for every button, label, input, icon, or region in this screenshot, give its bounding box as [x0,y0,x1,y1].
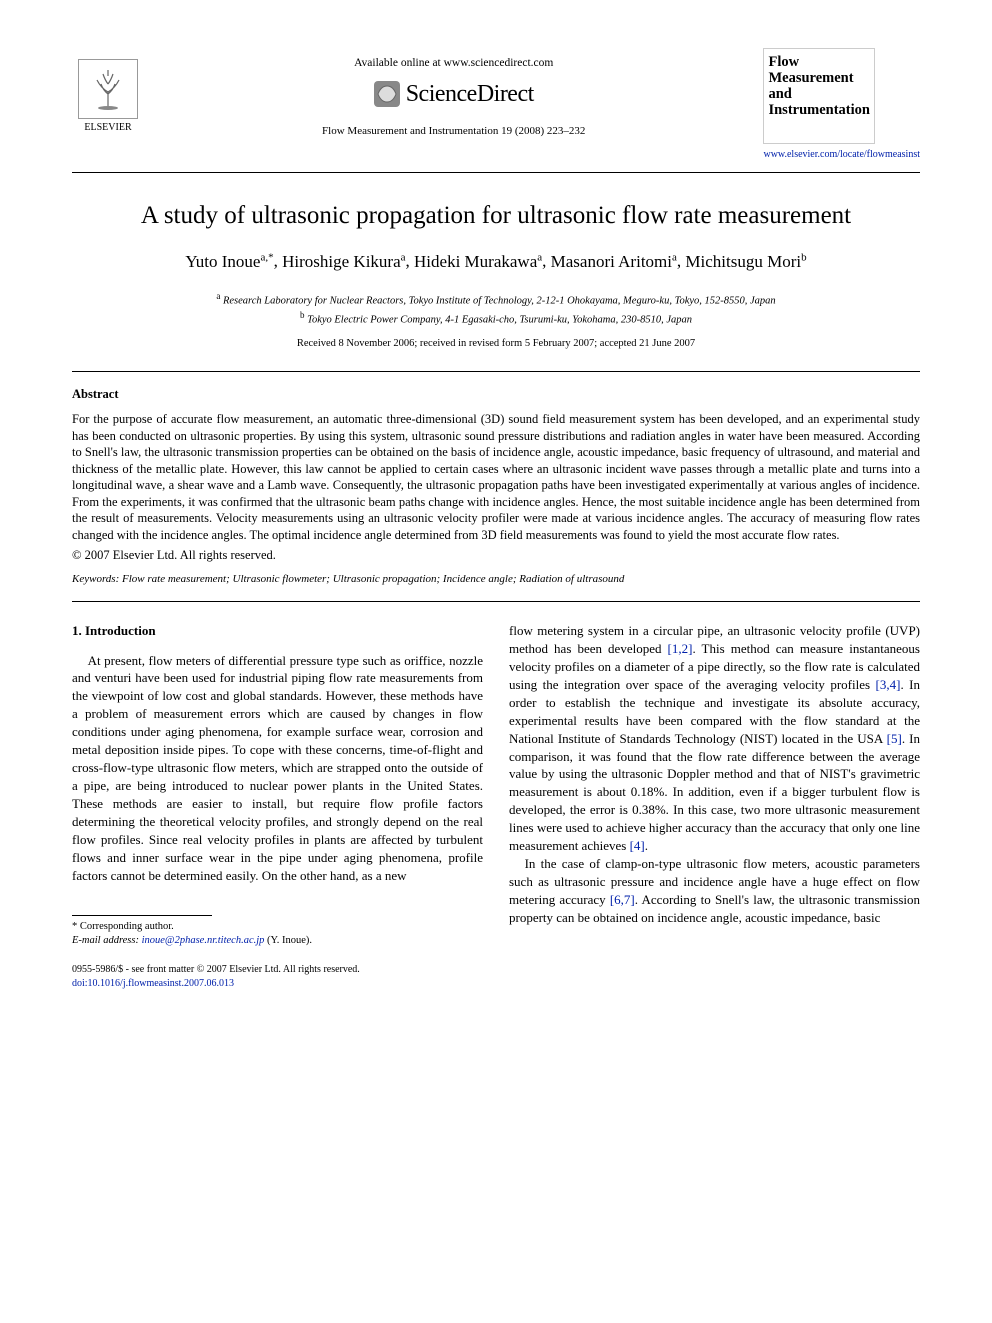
footnotes: * Corresponding author. E-mail address: … [72,920,483,949]
email-label: E-mail address: [72,935,139,946]
intro-para-2: flow metering system in a circular pipe,… [509,622,920,855]
author-3: Masanori Aritomia [551,252,677,271]
rule-below-keywords [72,601,920,602]
author-4: Michitsugu Morib [685,252,806,271]
intro-para-3: In the case of clamp-on-type ultrasonic … [509,855,920,927]
keywords-text: Flow rate measurement; Ultrasonic flowme… [122,573,624,585]
email-suffix: (Y. Inoue). [267,935,312,946]
doi-link[interactable]: doi:10.1016/j.flowmeasinst.2007.06.013 [72,978,234,989]
abstract-copyright: © 2007 Elsevier Ltd. All rights reserved… [72,547,920,564]
elsevier-logo: ELSEVIER [72,48,144,134]
ref-link-3-4[interactable]: [3,4] [876,677,901,692]
keywords-line: Keywords: Flow rate measurement; Ultraso… [72,572,920,587]
ref-link-1-2[interactable]: [1,2] [668,641,693,656]
section-heading-introduction: 1. Introduction [72,622,483,640]
journal-cover-line1: Flow Measurement [768,55,870,87]
header-row: ELSEVIER Available online at www.science… [72,48,920,162]
sciencedirect-logo: ScienceDirect [374,78,534,110]
footnote-rule [72,915,212,916]
ref-link-6-7[interactable]: [6,7] [610,892,635,907]
email-line: E-mail address: inoue@2phase.nr.titech.a… [72,934,483,949]
body-columns: 1. Introduction At present, flow meters … [72,622,920,990]
intro-para-1: At present, flow meters of differential … [72,652,483,885]
article-dates: Received 8 November 2006; received in re… [72,337,920,351]
paper-title: A study of ultrasonic propagation for ul… [72,199,920,233]
intro-col1: At present, flow meters of differential … [72,652,483,885]
author-2: Hideki Murakawaa [414,252,542,271]
rule-above-abstract [72,371,920,372]
authors-list: Yuto Inouea,*, Hiroshige Kikuraa, Hideki… [72,250,920,274]
sciencedirect-icon [374,81,400,107]
abstract-text: For the purpose of accurate flow measure… [72,411,920,543]
elsevier-tree-icon [78,59,138,119]
header-center: Available online at www.sciencedirect.co… [144,48,763,139]
bottom-meta: 0955-5986/$ - see front matter © 2007 El… [72,963,483,990]
elsevier-label: ELSEVIER [84,121,131,135]
journal-cover: Flow Measurement and Instrumentation [763,48,875,144]
column-right: flow metering system in a circular pipe,… [509,622,920,990]
keywords-label: Keywords: [72,573,119,585]
intro-col2: flow metering system in a circular pipe,… [509,622,920,927]
sciencedirect-text: ScienceDirect [406,78,534,110]
corresponding-email-link[interactable]: inoue@2phase.nr.titech.ac.jp [142,935,265,946]
available-online-text: Available online at www.sciencedirect.co… [144,56,763,72]
affiliations: a Research Laboratory for Nuclear Reacto… [72,290,920,327]
author-0: Yuto Inouea,* [185,252,273,271]
ref-link-4[interactable]: [4] [630,838,645,853]
journal-reference: Flow Measurement and Instrumentation 19 … [144,124,763,139]
author-1: Hiroshige Kikuraa [282,252,405,271]
issn-line: 0955-5986/$ - see front matter © 2007 El… [72,963,483,977]
abstract-heading: Abstract [72,386,920,403]
journal-cover-block: Flow Measurement and Instrumentation www… [763,48,920,162]
column-left: 1. Introduction At present, flow meters … [72,622,483,990]
corresponding-author-note: * Corresponding author. [72,920,483,935]
journal-url-link[interactable]: www.elsevier.com/locate/flowmeasinst [763,148,920,162]
rule-top [72,172,920,173]
ref-link-5[interactable]: [5] [887,731,902,746]
journal-cover-line2: and Instrumentation [768,87,870,119]
affiliation-b: b Tokyo Electric Power Company, 4-1 Egas… [72,309,920,328]
affiliation-a: a Research Laboratory for Nuclear Reacto… [72,290,920,309]
